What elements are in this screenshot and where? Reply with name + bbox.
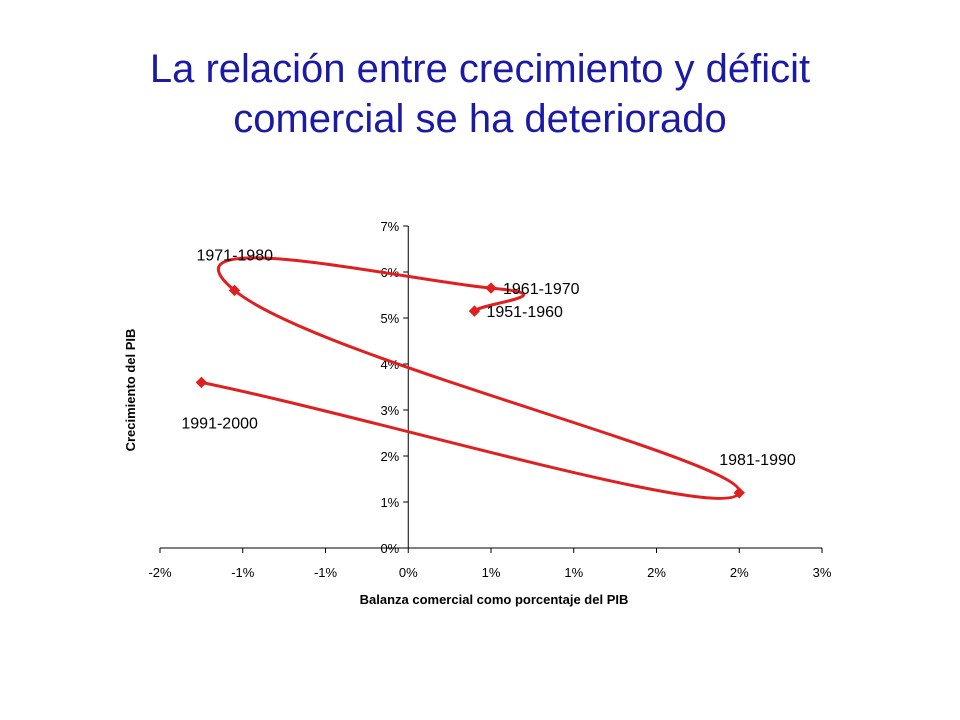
y-axis-title: Crecimiento del PIB [123,329,138,452]
data-point-marker [468,305,481,317]
data-point-marker [485,282,497,294]
x-tick-label: -1% [231,565,255,580]
chart-point-labels: 1951-1960 1961-1970 1971-1980 1981-1990 1991… [181,247,795,468]
x-tick-label: 1% [564,565,583,580]
y-tick-label: 1% [380,495,399,510]
y-tick-label: 0% [380,541,399,556]
slide-title: La relación entre crecimiento y déficit … [0,44,960,144]
x-tick-label: 2% [730,565,749,580]
data-point-marker [733,487,745,499]
y-tick-label: 2% [380,449,399,464]
slide-title-line-1: La relación entre crecimiento y déficit [149,47,811,91]
x-tick-label: -1% [314,565,338,580]
y-tick-label: 5% [380,311,399,326]
x-tick-label: 2% [647,565,666,580]
chart-ticks: -2% -1% -1% 0% 1% 1% 2% 2% 3%0%1%2%3%4%5%6%7% [148,219,831,580]
x-tick-label: 0% [399,565,418,580]
y-tick-label: 3% [380,403,399,418]
data-point-label: 1951-1960 [486,304,563,321]
x-tick-label: -2% [148,565,172,580]
x-tick-label: 3% [813,565,832,580]
data-point-label: 1981-1990 [719,452,796,469]
data-point-label: 1961-1970 [503,281,580,298]
y-tick-label: 7% [380,219,399,234]
data-point-label: 1971-1980 [196,247,273,264]
series-line [201,256,741,500]
data-point-marker [195,376,208,389]
chart-markers [195,282,745,499]
x-axis-title: Balanza comercial como porcentaje del PI… [360,592,629,607]
x-tick-label: 1% [482,565,501,580]
data-point-label: 1991-2000 [181,415,258,432]
slide-title-line-2: comercial se ha deteriorado [233,97,727,141]
data-point-marker [228,284,241,297]
